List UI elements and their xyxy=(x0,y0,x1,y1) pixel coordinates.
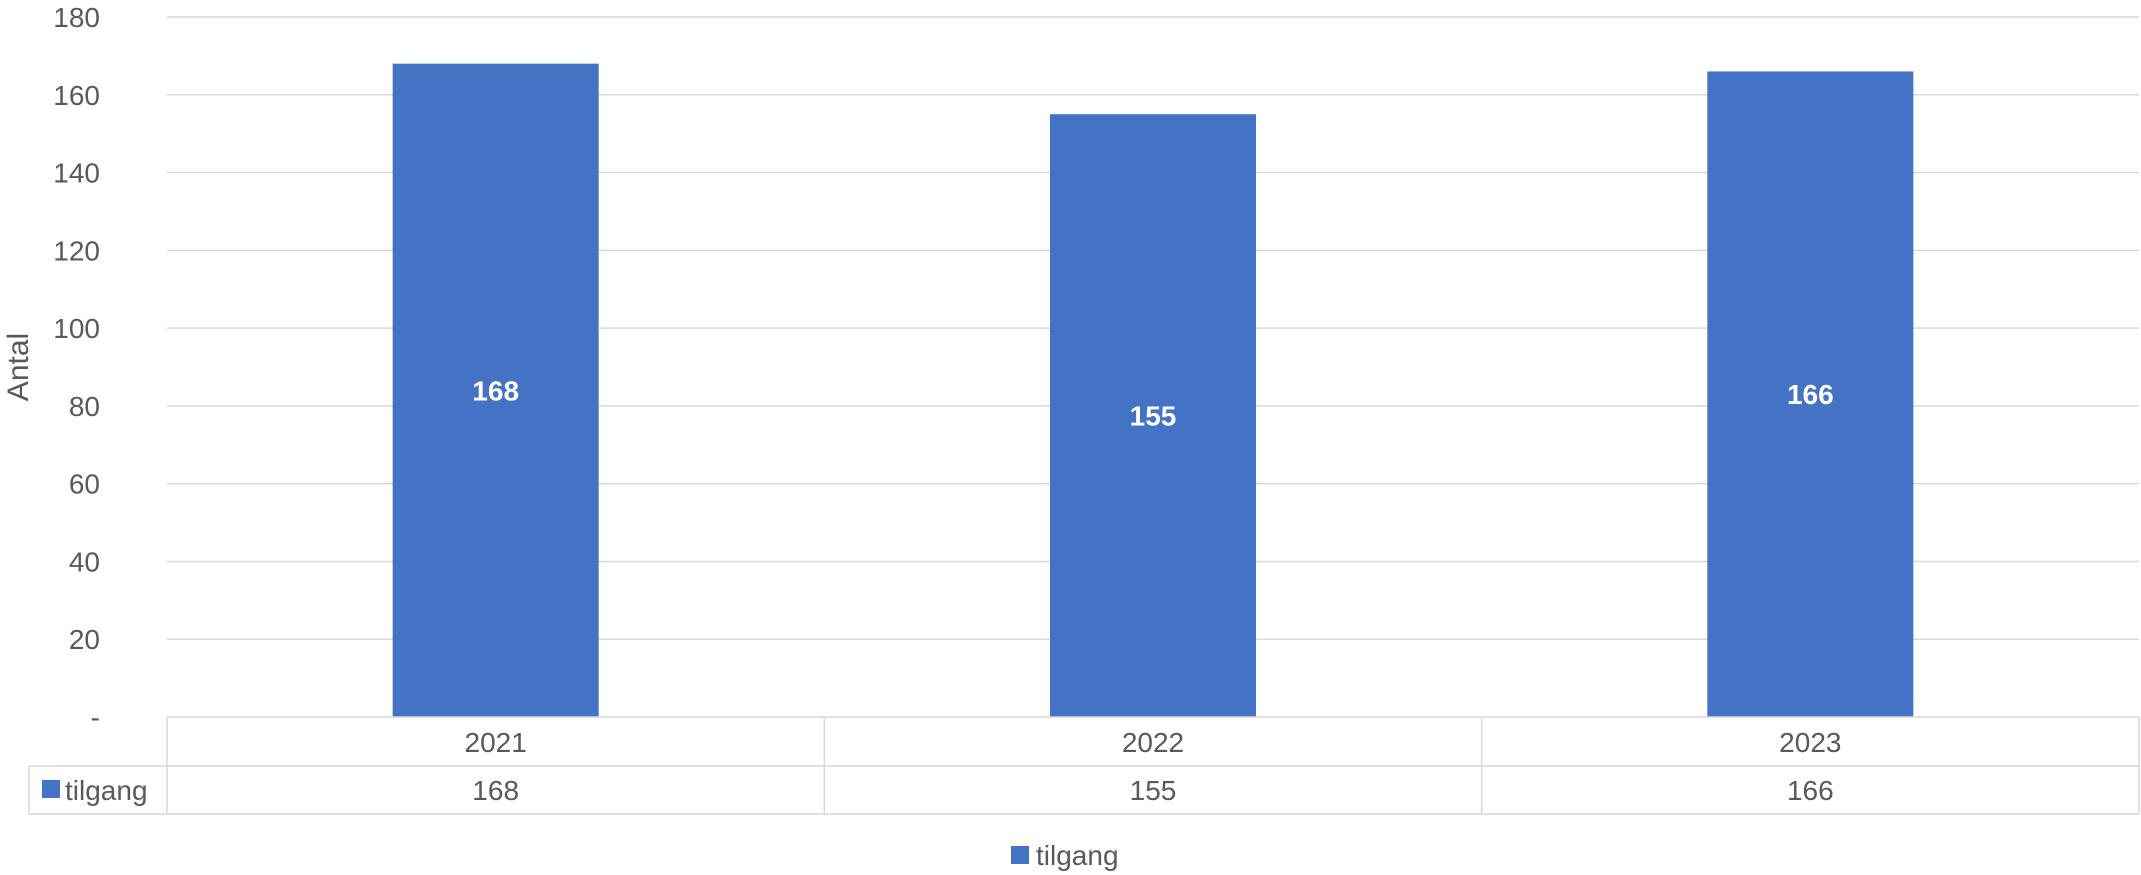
table-series-swatch xyxy=(42,780,60,798)
legend-swatch xyxy=(1011,846,1029,864)
data-table: 2021 2022 2023 tilgang 168 155 166 xyxy=(28,716,2140,815)
x-tick-label: 2023 xyxy=(1779,727,1841,758)
legend-entry: tilgang xyxy=(1036,840,1119,871)
y-axis-ticks: - 20 40 60 80 100 120 140 160 180 xyxy=(53,2,100,733)
bars xyxy=(392,63,1914,717)
table-cell: 155 xyxy=(1130,775,1177,806)
x-tick-label: 2021 xyxy=(465,727,527,758)
y-tick-label: 40 xyxy=(69,546,100,577)
table-cell: 166 xyxy=(1787,775,1834,806)
bar-2021 xyxy=(392,63,599,717)
y-tick-label: 120 xyxy=(53,235,100,266)
table-cell: 168 xyxy=(472,775,519,806)
data-label: 166 xyxy=(1787,379,1834,410)
y-tick-label: 80 xyxy=(69,391,100,422)
y-tick-label: 180 xyxy=(53,2,100,33)
data-label: 155 xyxy=(1130,401,1177,432)
data-labels: 168 155 166 xyxy=(472,375,1833,431)
legend: tilgang xyxy=(1011,840,1119,871)
y-tick-label: 160 xyxy=(53,80,100,111)
y-tick-label: 60 xyxy=(69,469,100,500)
x-tick-label: 2022 xyxy=(1122,727,1184,758)
table-series-name: tilgang xyxy=(65,775,148,806)
y-tick-label: 20 xyxy=(69,624,100,655)
y-tick-label: - xyxy=(91,702,100,733)
data-label: 168 xyxy=(472,375,519,406)
y-tick-label: 140 xyxy=(53,158,100,189)
y-axis-label: Antal xyxy=(2,333,35,401)
y-tick-label: 100 xyxy=(53,313,100,344)
bar-2023 xyxy=(1707,71,1914,717)
bar-2022 xyxy=(1050,114,1256,717)
